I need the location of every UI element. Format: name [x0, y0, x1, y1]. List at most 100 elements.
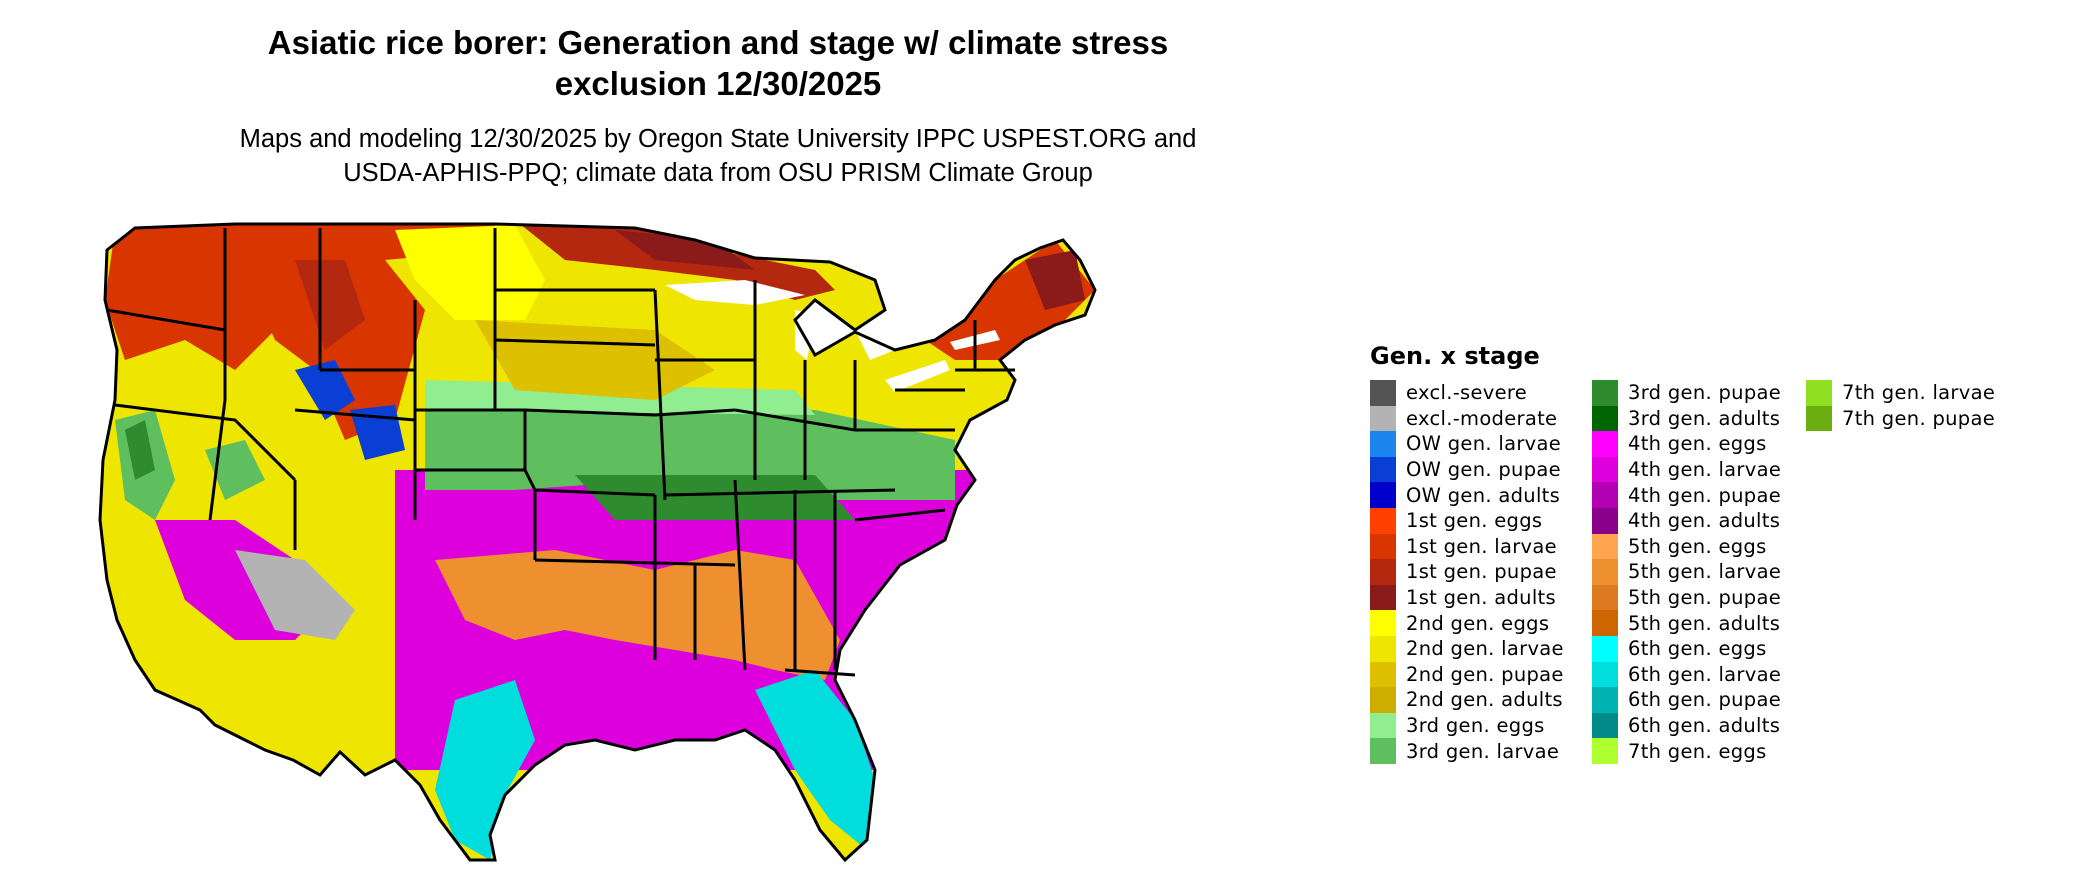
legend-label: 2nd gen. eggs	[1406, 611, 1550, 635]
legend-swatch	[1592, 738, 1618, 764]
legend-label: 5th gen. adults	[1628, 611, 1781, 635]
legend-label: 3rd gen. larvae	[1406, 739, 1560, 763]
stage-regions	[100, 224, 1095, 860]
legend-item: 5th gen. larvae	[1592, 559, 1781, 585]
legend-swatch	[1592, 533, 1618, 560]
map-subtitle-line-1: Maps and modeling 12/30/2025 by Oregon S…	[239, 125, 1197, 153]
legend-label: 3rd gen. adults	[1628, 406, 1781, 430]
legend-title: Gen. x stage	[1370, 342, 1540, 370]
legend-item: 1st gen. eggs	[1370, 508, 1542, 534]
legend-swatch	[1592, 482, 1618, 508]
legend-label: excl.-moderate	[1406, 406, 1558, 430]
legend-item: 3rd gen. larvae	[1370, 738, 1559, 764]
legend-label: 4th gen. larvae	[1628, 458, 1782, 482]
state-borders	[98, 222, 1097, 862]
legend-item: 2nd gen. adults	[1370, 687, 1563, 713]
legend-swatch	[1370, 687, 1396, 713]
legend-item: 4th gen. pupae	[1592, 482, 1781, 508]
legend-item: OW gen. adults	[1370, 482, 1560, 508]
legend-swatch	[1592, 610, 1618, 636]
legend-item: OW gen. larvae	[1370, 431, 1561, 457]
legend-swatch	[1370, 661, 1396, 688]
legend-swatch	[1592, 431, 1618, 457]
legend-swatch	[1370, 533, 1396, 560]
legend-item: 3rd gen. adults	[1592, 405, 1781, 432]
legend-label: 7th gen. larvae	[1842, 381, 1996, 405]
map-subtitle: Maps and modeling 12/30/2025 by Oregon S…	[0, 122, 1436, 190]
legend-item: 6th gen. adults	[1592, 712, 1781, 739]
legend-item: 5th gen. eggs	[1592, 533, 1767, 560]
legend-swatch	[1806, 380, 1832, 406]
legend-swatch	[1370, 712, 1396, 739]
legend-label: 5th gen. eggs	[1628, 534, 1767, 558]
legend-swatch	[1370, 610, 1396, 636]
legend-item: 6th gen. larvae	[1592, 661, 1782, 688]
legend-swatch	[1592, 712, 1618, 739]
legend-label: excl.-severe	[1406, 381, 1528, 405]
legend-item: 2nd gen. eggs	[1370, 610, 1549, 636]
legend-label: OW gen. adults	[1406, 483, 1561, 507]
legend-swatch	[1592, 661, 1618, 688]
legend-item: 4th gen. larvae	[1592, 456, 1782, 483]
legend-swatch	[1592, 636, 1618, 662]
map-title-line-2: exclusion 12/30/2025	[554, 65, 882, 102]
legend-label: 4th gen. pupae	[1628, 483, 1782, 507]
legend-swatch	[1370, 482, 1396, 508]
legend-swatch	[1370, 738, 1396, 764]
legend-item: 4th gen. eggs	[1592, 431, 1767, 457]
legend-item: 7th gen. pupae	[1806, 405, 1996, 432]
legend-label: 5th gen. pupae	[1628, 586, 1782, 610]
legend-label: 6th gen. eggs	[1628, 637, 1767, 661]
legend-label: 1st gen. pupae	[1406, 560, 1557, 584]
legend-swatch	[1370, 405, 1396, 432]
legend-item: 2nd gen. larvae	[1370, 636, 1564, 662]
legend-swatch	[1592, 456, 1618, 483]
us-map-canvas	[98, 222, 1097, 862]
legend-swatch	[1592, 584, 1618, 611]
legend-swatch	[1370, 380, 1396, 406]
legend-label: 3rd gen. pupae	[1628, 381, 1782, 405]
legend-item: 4th gen. adults	[1592, 508, 1780, 534]
legend-item: 1st gen. adults	[1370, 584, 1556, 611]
legend-label: 2nd gen. pupae	[1406, 662, 1564, 686]
legend-label: 3rd gen. eggs	[1406, 714, 1545, 738]
legend-swatch	[1592, 508, 1618, 534]
legend-item: 6th gen. pupae	[1592, 687, 1781, 713]
great-lakes	[665, 280, 1000, 392]
legend-item: 3rd gen. eggs	[1370, 712, 1545, 739]
legend-swatch	[1592, 380, 1618, 406]
legend-item: 5th gen. pupae	[1592, 584, 1782, 611]
map-title: Asiatic rice borer: Generation and stage…	[0, 22, 1436, 104]
legend-label: 1st gen. eggs	[1406, 509, 1543, 533]
legend-label: 1st gen. adults	[1406, 586, 1556, 610]
map-legend: Gen. x stage excl.-severe excl.-moderate O…	[1370, 342, 1995, 764]
legend-swatch	[1370, 636, 1396, 662]
legend-label: 6th gen. larvae	[1628, 662, 1782, 686]
legend-item: excl.-severe	[1370, 380, 1527, 406]
legend-swatch	[1592, 687, 1618, 713]
map-subtitle-line-2: USDA-APHIS-PPQ; climate data from OSU PR…	[343, 159, 1093, 187]
legend-label: 6th gen. adults	[1628, 714, 1781, 738]
legend-item: 1st gen. pupae	[1370, 559, 1557, 585]
us-map	[95, 220, 1340, 890]
legend-swatch	[1370, 456, 1396, 483]
legend-label: 2nd gen. adults	[1406, 688, 1563, 712]
legend-item: 7th gen. larvae	[1806, 380, 1995, 406]
legend-label: 6th gen. pupae	[1628, 688, 1782, 712]
legend-item: excl.-moderate	[1370, 405, 1558, 432]
legend-swatch	[1806, 405, 1832, 432]
map-title-line-1: Asiatic rice borer: Generation and stage…	[267, 24, 1169, 61]
legend-item: 7th gen. eggs	[1592, 738, 1767, 764]
legend-swatch	[1592, 405, 1618, 432]
legend-label: 2nd gen. larvae	[1406, 637, 1564, 661]
legend-swatch	[1370, 431, 1396, 457]
legend-label: 5th gen. larvae	[1628, 560, 1782, 584]
legend-label: 7th gen. pupae	[1842, 406, 1996, 430]
legend-label: OW gen. larvae	[1406, 432, 1562, 456]
legend-swatch	[1370, 508, 1396, 534]
legend-item: 5th gen. adults	[1592, 610, 1780, 636]
legend-swatch	[1370, 584, 1396, 611]
legend-label: 4th gen. eggs	[1628, 432, 1767, 456]
legend-item: OW gen. pupae	[1370, 456, 1561, 483]
legend-swatch	[1592, 559, 1618, 585]
